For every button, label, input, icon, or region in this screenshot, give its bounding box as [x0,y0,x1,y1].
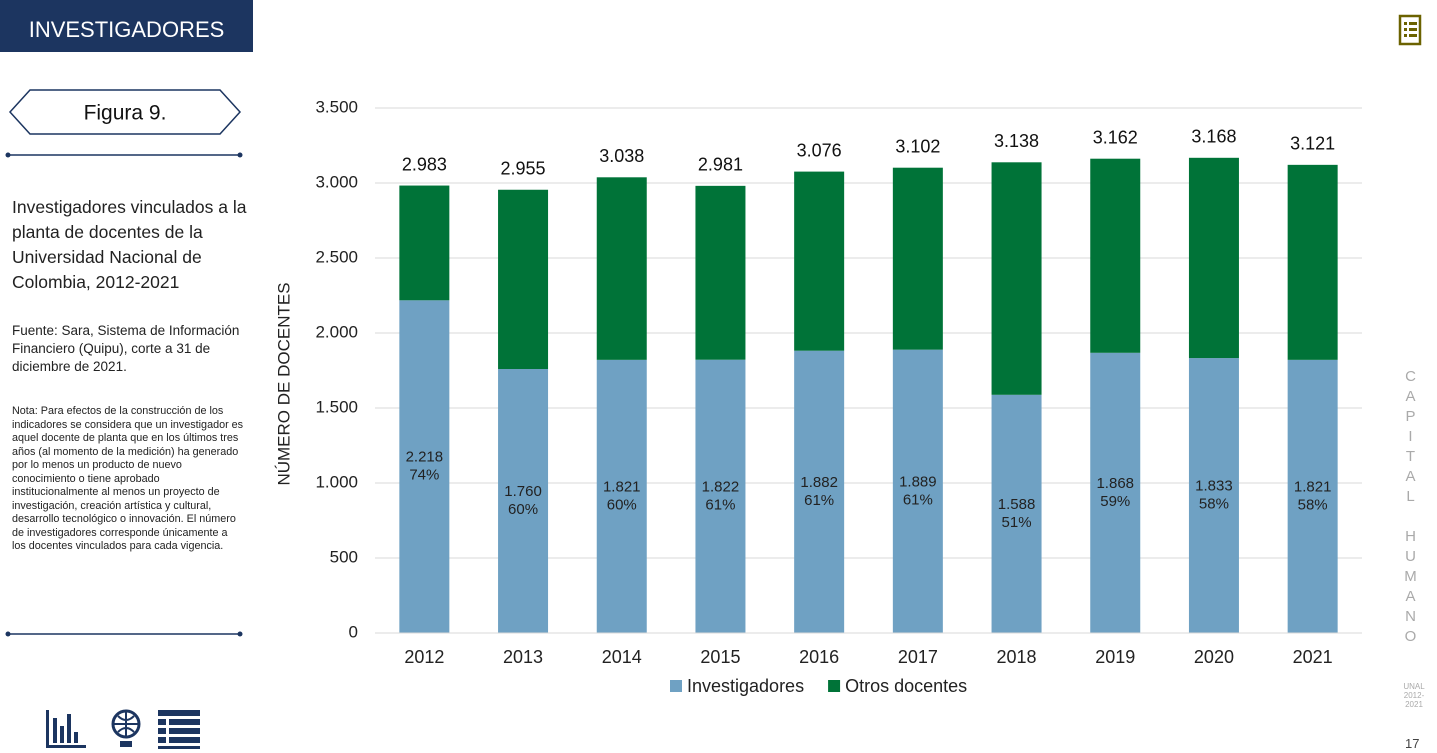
bar-segment [1090,158,1141,353]
y-tick-label: 0 [349,622,358,641]
total-label: 3.162 [1093,127,1138,147]
share-label: 58% [1298,496,1328,513]
x-tick-label: 2013 [503,647,543,667]
y-axis-label: NÚMERO DE DOCENTES [274,282,293,485]
page-number: 17 [1405,736,1420,751]
legend-label: Investigadores [687,676,804,696]
total-label: 3.076 [797,140,842,160]
bar-segment [1188,157,1239,359]
bar-segment [399,300,450,633]
legend-swatch [670,680,682,692]
share-label: 60% [607,496,637,513]
data-label: 1.821 [603,478,641,495]
y-tick-label: 3.500 [315,97,358,116]
bar-segment [695,185,746,360]
y-tick-label: 2.000 [315,322,358,341]
data-label: 1.760 [504,483,542,500]
divider [5,631,243,637]
share-label: 58% [1199,495,1229,512]
total-label: 2.981 [698,155,743,175]
share-label: 61% [705,496,735,513]
total-label: 3.102 [895,136,940,156]
bar-segment [794,350,845,633]
total-label: 2.983 [402,154,447,174]
bar-segment [1287,164,1338,360]
x-tick-label: 2012 [404,647,444,667]
figure-frame [8,89,242,135]
x-tick-label: 2020 [1194,647,1234,667]
bar-segment [794,171,845,351]
y-tick-label: 1.000 [315,472,358,491]
brand-name: UNAL [1403,682,1425,691]
brand-period: 2012-2021 [1403,691,1425,709]
menu-icon[interactable] [1398,14,1424,48]
legend: Investigadores Otros docentes [670,676,967,696]
bar-segment [1090,352,1141,633]
x-tick-label: 2015 [700,647,740,667]
data-label: 1.868 [1096,475,1134,492]
bar-segment [596,177,647,360]
figure-title: Figura 9. [84,102,167,125]
share-label: 74% [409,467,439,484]
divider [5,152,243,158]
legend-label: Otros docentes [845,676,967,696]
x-tick-label: 2016 [799,647,839,667]
y-tick-label: 500 [330,547,358,566]
share-label: 61% [903,491,933,508]
share-label: 61% [804,492,834,509]
data-label: 1.889 [899,473,937,490]
bar-segment [991,394,1042,633]
data-label: 1.821 [1294,478,1332,495]
share-label: 59% [1100,493,1130,510]
bar-segment [399,185,450,301]
y-tick-label: 3.000 [315,172,358,191]
data-label: 2.218 [406,449,444,466]
share-label: 51% [1002,514,1032,531]
bar-segment [498,189,549,369]
bar-segment [892,167,943,350]
icons [46,709,200,749]
bar-segment [498,369,549,633]
total-label: 3.121 [1290,134,1335,154]
brand: UNAL 2012-2021 [1396,682,1432,709]
bar-segment [596,359,647,633]
section-banner: INVESTIGADORES [0,0,253,52]
x-tick-label: 2014 [602,647,642,667]
bar-segment [1188,358,1239,633]
y-tick-label: 2.500 [315,247,358,266]
data-label: 1.833 [1195,477,1233,494]
bar-segment [991,162,1042,395]
total-label: 2.955 [501,159,546,179]
total-label: 3.038 [599,146,644,166]
total-label: 3.168 [1191,127,1236,147]
share-label: 60% [508,501,538,518]
x-tick-label: 2019 [1095,647,1135,667]
x-tick-label: 2021 [1293,647,1333,667]
data-label: 1.882 [800,474,838,491]
side-title: CAPITAL HUMANO [1402,368,1419,648]
caption: Investigadores vinculados a la planta de… [12,197,247,292]
data-label: 1.588 [998,496,1036,513]
bar-segment [892,349,943,633]
figure-label: Figura 9. [8,89,242,135]
y-tick-label: 1.500 [315,397,358,416]
data-label: 1.822 [702,478,740,495]
note: Nota: Para efectos de la construcción de… [12,405,244,552]
bar-segment [695,359,746,633]
bar-segment [1287,359,1338,633]
legend-swatch [828,680,841,692]
total-label: 3.138 [994,131,1039,151]
x-tick-label: 2017 [898,647,938,667]
x-tick-label: 2018 [997,647,1037,667]
source: Fuente: Sara, Sistema de Información Fin… [12,323,240,374]
